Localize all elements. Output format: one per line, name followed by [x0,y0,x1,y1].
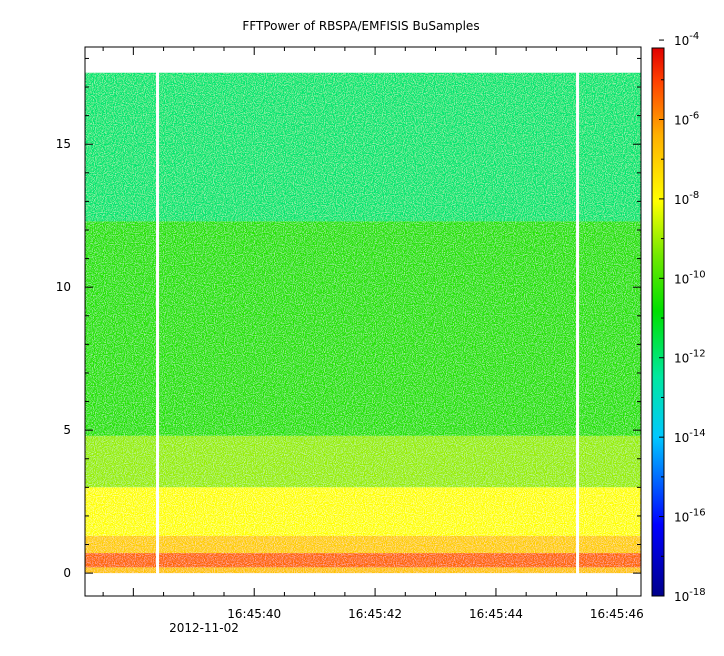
plot-frame [84,46,642,597]
x-tick-label: 16:45:42 [348,607,402,621]
data-gaps [156,71,580,575]
colorbar-tick-label: 10-18 [674,587,706,604]
spectrogram-data [85,72,641,574]
spectrogram-band-6 [85,567,641,574]
spectrogram-band-0 [85,72,641,222]
y-tick-label: 5 [63,423,71,437]
chart-title: FFTPower of RBSPA/EMFISIS BuSamples [242,19,479,33]
colorbar-ticks: 10-4 10-6 10-8 10-10 10-12 10-14 10-16 10-18 [659,31,706,604]
colorbar-tick-label: 10-10 [674,269,706,286]
spectrogram-band-2 [85,435,641,488]
x-tick-label: 16:45:40 [227,607,281,621]
spectrogram-band-1 [85,221,641,436]
y-tick-label: 0 [63,566,71,580]
data-gap-1 [576,71,580,575]
y-tick-label: 15 [56,137,71,151]
x-axis-date-label: 2012-11-02 [169,621,239,635]
colorbar-tick-label: 10-4 [674,31,699,48]
colorbar-tick-label: 10-14 [674,428,706,445]
x-tick-label: 16:45:46 [590,607,644,621]
x-axis: 16:45:40 16:45:42 16:45:44 16:45:46 [102,47,644,621]
spectrogram-band-5 [85,553,641,568]
y-tick-label: 10 [56,280,71,294]
colorbar: 10-4 10-6 10-8 10-10 10-12 10-14 10-16 10-18 [651,31,706,604]
spectrogram-band-4 [85,535,641,554]
data-gap-0 [156,71,160,575]
colorbar-tick-label: 10-6 [674,110,699,127]
plot-area: 16:45:40 16:45:42 16:45:44 16:45:46 051015 … [56,46,644,635]
x-tick-label: 16:45:44 [469,607,523,621]
colorbar-tick-label: 10-12 [674,349,706,366]
y-axis: 0 5 10 15 [56,57,641,580]
spectrogram-band-3 [85,487,641,536]
colorbar-tick-label: 10-16 [674,508,706,525]
colorbar-gradient [651,47,665,597]
colorbar-tick-label: 10-8 [674,190,699,207]
